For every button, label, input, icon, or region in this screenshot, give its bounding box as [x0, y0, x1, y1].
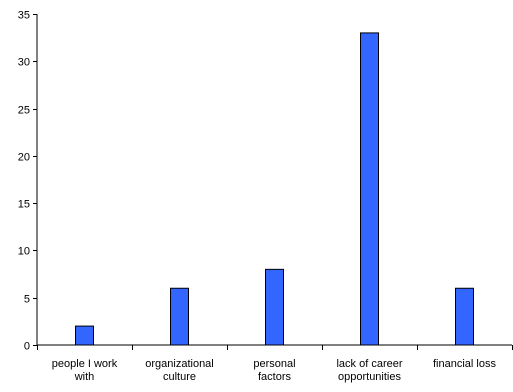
- y-tick-label: 5: [24, 294, 30, 306]
- x-tick-label: with: [74, 371, 95, 383]
- bar: [75, 325, 94, 346]
- x-tick-label: culture: [163, 371, 196, 383]
- x-tick-label: lack of career: [336, 358, 402, 370]
- bar: [170, 287, 189, 346]
- axes: [33, 14, 513, 350]
- bar: [265, 268, 284, 346]
- x-tick-label: people I work: [52, 358, 118, 370]
- y-tick-label: 35: [18, 10, 30, 22]
- x-tick-label: factors: [258, 371, 292, 383]
- x-tick-label: personal: [253, 358, 295, 370]
- x-tick-label: opportunities: [338, 371, 401, 383]
- x-tick-label: financial loss: [433, 358, 496, 370]
- y-tick-labels: 0 5 10 15 20 25 30 35: [18, 10, 30, 353]
- y-tick-label: 0: [24, 341, 30, 353]
- y-tick-label: 10: [18, 246, 30, 258]
- bars: [75, 32, 474, 346]
- y-tick-label: 20: [18, 152, 30, 164]
- y-tick-label: 15: [18, 199, 30, 211]
- y-tick-label: 30: [18, 57, 30, 69]
- y-tick-label: 25: [18, 105, 30, 117]
- bar: [455, 287, 474, 346]
- x-tick-label: organizational: [145, 358, 214, 370]
- bar: [360, 32, 379, 346]
